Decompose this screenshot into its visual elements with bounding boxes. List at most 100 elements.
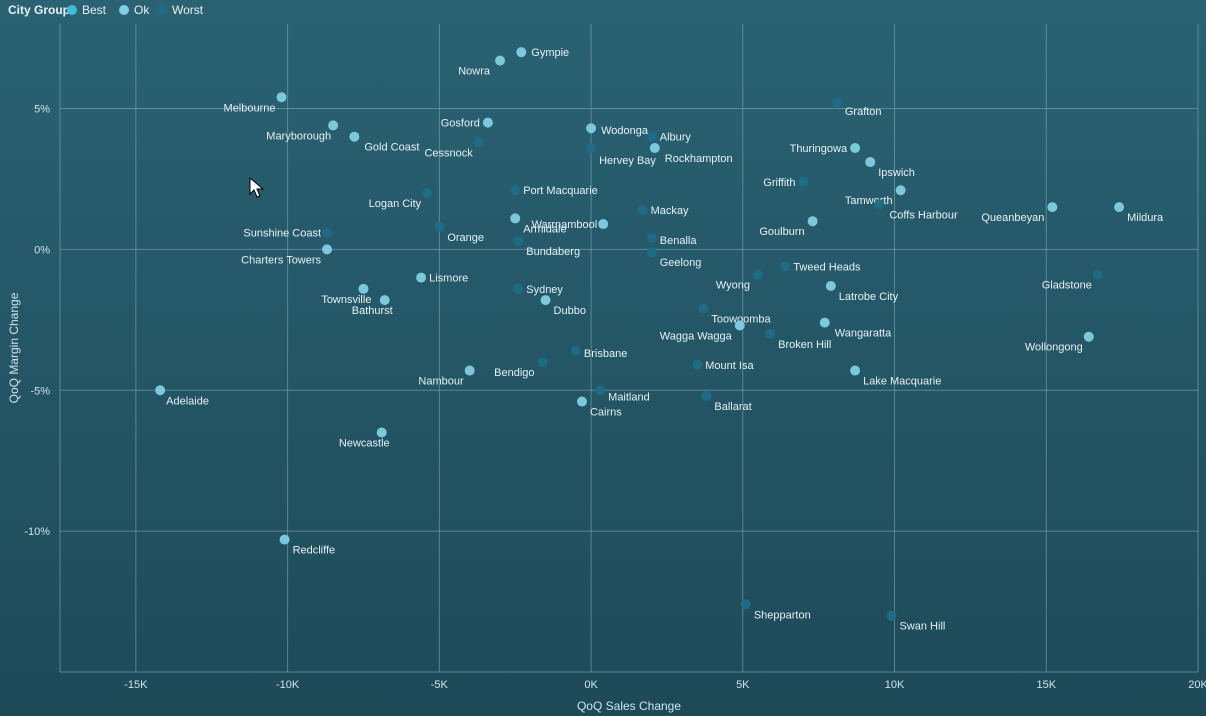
data-point-label: Goulburn [759,226,804,238]
data-point[interactable] [349,132,359,142]
data-point[interactable] [586,123,596,133]
legend-marker[interactable] [67,5,77,15]
data-point[interactable] [465,366,475,376]
data-point[interactable] [735,320,745,330]
data-point-label: Redcliffe [293,545,336,557]
data-point[interactable] [753,270,763,280]
data-point[interactable] [808,216,818,226]
legend-item-label[interactable]: Worst [172,3,204,17]
data-point[interactable] [577,397,587,407]
data-point[interactable] [280,535,290,545]
data-point[interactable] [850,143,860,153]
data-point-label: Thuringowa [790,143,848,155]
data-point[interactable] [416,273,426,283]
data-point-label: Sydney [526,284,563,296]
data-point[interactable] [798,177,808,187]
data-point[interactable] [698,304,708,314]
y-tick-label: 0% [34,244,50,256]
data-point[interactable] [538,357,548,367]
data-point[interactable] [322,227,332,237]
data-point-label: Maryborough [266,130,331,142]
data-point-label: Mount Isa [705,360,754,372]
data-point[interactable] [741,599,751,609]
data-point[interactable] [322,244,332,254]
data-point[interactable] [647,132,657,142]
data-point[interactable] [874,199,884,209]
data-point-label: Nambour [418,376,464,388]
legend-title: City Group [8,3,70,17]
data-point[interactable] [832,98,842,108]
legend-item-label[interactable]: Ok [134,3,150,17]
data-point[interactable] [1047,202,1057,212]
data-point[interactable] [541,295,551,305]
data-point-label: Tweed Heads [793,261,861,273]
data-point-label: Shepparton [754,609,811,621]
data-point[interactable] [780,261,790,271]
y-tick-label: -5% [30,385,50,397]
data-point[interactable] [516,47,526,57]
data-point[interactable] [1093,270,1103,280]
data-point-label: Gympie [531,47,569,59]
data-point[interactable] [820,318,830,328]
data-point-label: Wodonga [601,125,649,137]
data-point[interactable] [328,120,338,130]
data-point[interactable] [510,213,520,223]
data-point-label: Brisbane [584,348,627,360]
data-point-label: Mildura [1127,212,1164,224]
data-point[interactable] [692,360,702,370]
x-tick-label: 0K [584,679,598,691]
data-point-label: Grafton [845,106,882,118]
data-point[interactable] [701,391,711,401]
data-point[interactable] [495,56,505,66]
data-point[interactable] [513,236,523,246]
data-point-label: Logan City [369,198,422,210]
data-point[interactable] [377,428,387,438]
x-tick-label: -15K [124,679,148,691]
data-point-label: Adelaide [166,395,209,407]
legend-marker[interactable] [157,5,167,15]
data-point[interactable] [510,185,520,195]
data-point[interactable] [434,222,444,232]
data-point[interactable] [474,137,484,147]
data-point[interactable] [765,329,775,339]
data-point-label: Maitland [608,391,650,403]
data-point-label: Latrobe City [839,291,899,303]
data-point[interactable] [595,385,605,395]
data-point[interactable] [650,143,660,153]
data-point-label: Albury [660,132,692,144]
data-point[interactable] [277,92,287,102]
y-tick-label: -10% [24,526,50,538]
data-point[interactable] [358,284,368,294]
data-point-label: Wyong [716,280,750,292]
legend-item-label[interactable]: Best [82,3,107,17]
data-point-label: Wollongong [1025,342,1083,354]
data-point[interactable] [586,143,596,153]
data-point[interactable] [850,366,860,376]
legend-marker[interactable] [119,5,129,15]
data-point-label: Charters Towers [241,254,321,266]
data-point[interactable] [380,295,390,305]
data-point[interactable] [647,247,657,257]
data-point[interactable] [638,205,648,215]
data-point[interactable] [598,219,608,229]
data-point-label: Hervey Bay [599,155,656,167]
scatter-chart[interactable]: -15K-10K-5K0K5K10K15K20K5%0%-5%-10%QoQ S… [0,0,1206,716]
data-point-label: Queanbeyan [981,212,1044,224]
data-point[interactable] [513,284,523,294]
data-point[interactable] [1114,202,1124,212]
data-point[interactable] [483,118,493,128]
data-point[interactable] [422,188,432,198]
y-tick-label: 5% [34,104,50,116]
data-point-label: Warrnambool [532,219,598,231]
data-point-label: Gladstone [1042,280,1092,292]
data-point[interactable] [647,233,657,243]
data-point[interactable] [865,157,875,167]
data-point[interactable] [886,611,896,621]
data-point-label: Dubbo [554,305,586,317]
data-point[interactable] [155,385,165,395]
data-point[interactable] [896,185,906,195]
data-point[interactable] [571,346,581,356]
data-point[interactable] [826,281,836,291]
data-point-label: Wangaratta [835,328,892,340]
data-point[interactable] [1084,332,1094,342]
